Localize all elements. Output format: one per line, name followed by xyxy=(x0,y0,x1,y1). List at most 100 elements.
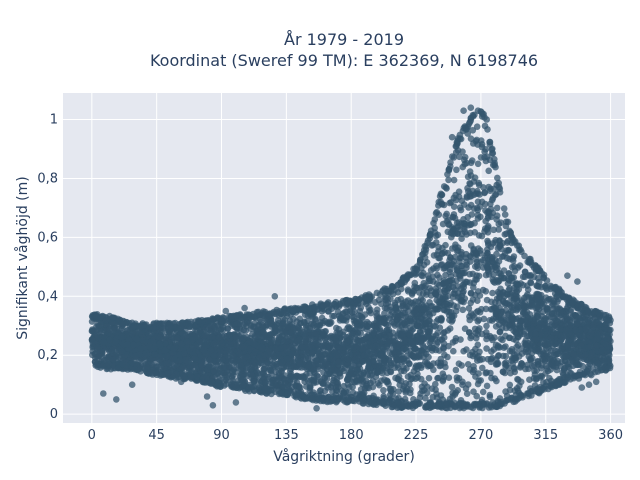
data-point xyxy=(555,350,562,358)
data-point xyxy=(346,326,353,333)
data-point xyxy=(108,347,116,355)
data-point xyxy=(473,276,480,283)
data-point xyxy=(457,275,464,282)
data-point xyxy=(258,343,266,351)
data-point xyxy=(391,322,399,329)
data-point xyxy=(312,316,319,324)
data-point xyxy=(453,166,460,174)
data-point xyxy=(275,350,283,358)
data-point xyxy=(318,342,325,350)
data-point xyxy=(313,357,321,364)
data-point xyxy=(303,349,310,356)
data-point xyxy=(441,287,448,295)
data-point xyxy=(229,352,237,360)
data-point xyxy=(432,323,439,330)
data-point xyxy=(457,336,464,343)
data-point xyxy=(411,315,419,323)
data-point xyxy=(409,325,417,333)
data-point xyxy=(395,388,403,395)
data-point xyxy=(463,390,471,398)
data-point xyxy=(445,221,452,228)
data-point xyxy=(483,322,490,330)
data-point xyxy=(284,324,291,331)
data-point xyxy=(423,389,431,397)
scatter-points xyxy=(88,104,614,412)
data-point xyxy=(466,180,473,187)
data-point xyxy=(459,306,467,314)
data-point xyxy=(305,362,312,370)
data-point xyxy=(578,342,585,349)
data-point xyxy=(467,334,474,342)
data-point xyxy=(481,148,488,156)
data-point xyxy=(393,356,401,364)
data-point xyxy=(531,346,539,354)
data-point xyxy=(404,313,412,321)
data-point xyxy=(454,377,461,384)
data-point xyxy=(452,149,460,156)
data-point xyxy=(427,267,435,274)
data-point xyxy=(355,312,363,319)
data-point xyxy=(174,334,181,342)
data-point xyxy=(376,362,383,370)
data-point xyxy=(429,333,437,340)
data-point xyxy=(474,380,482,388)
data-point xyxy=(263,360,271,367)
data-point xyxy=(353,377,361,384)
data-point xyxy=(461,295,469,302)
data-point xyxy=(179,330,186,338)
data-point xyxy=(219,326,227,334)
data-point xyxy=(426,339,434,347)
data-point xyxy=(387,368,395,376)
data-point xyxy=(466,329,473,336)
data-point xyxy=(527,272,535,279)
data-point xyxy=(483,382,491,390)
data-point xyxy=(308,349,316,357)
data-point xyxy=(361,311,369,318)
data-point xyxy=(342,317,350,325)
data-point xyxy=(385,380,392,388)
data-point xyxy=(494,288,502,296)
data-point xyxy=(415,352,423,360)
data-point xyxy=(495,226,503,233)
data-point xyxy=(469,127,477,134)
data-point xyxy=(206,362,213,370)
data-point xyxy=(503,361,510,369)
data-point xyxy=(493,377,500,385)
data-point xyxy=(310,379,318,387)
data-point xyxy=(458,269,466,277)
data-point xyxy=(220,362,228,370)
data-point xyxy=(470,205,478,212)
data-point xyxy=(215,334,223,341)
data-point xyxy=(440,329,447,337)
data-point xyxy=(519,308,527,316)
data-point xyxy=(602,340,609,347)
data-point xyxy=(437,355,445,363)
data-point xyxy=(575,314,583,322)
data-point xyxy=(89,351,96,359)
data-point xyxy=(408,352,416,360)
data-point xyxy=(425,328,433,335)
data-point xyxy=(475,370,482,377)
data-point xyxy=(495,220,503,228)
data-point xyxy=(480,315,488,323)
data-point xyxy=(217,347,224,355)
data-point xyxy=(404,286,412,294)
data-point xyxy=(527,279,535,287)
data-point xyxy=(419,347,426,355)
data-point xyxy=(546,374,553,382)
data-point xyxy=(433,239,440,246)
data-point xyxy=(347,369,354,377)
data-point xyxy=(593,342,600,349)
data-point xyxy=(371,299,379,306)
data-point xyxy=(455,188,463,195)
data-point xyxy=(450,176,458,184)
data-point xyxy=(472,334,480,342)
data-point xyxy=(484,229,492,236)
data-point xyxy=(381,295,389,303)
data-point xyxy=(368,351,376,358)
data-point xyxy=(441,359,448,367)
data-point xyxy=(100,338,108,346)
data-point xyxy=(435,298,442,306)
data-point xyxy=(469,352,477,360)
